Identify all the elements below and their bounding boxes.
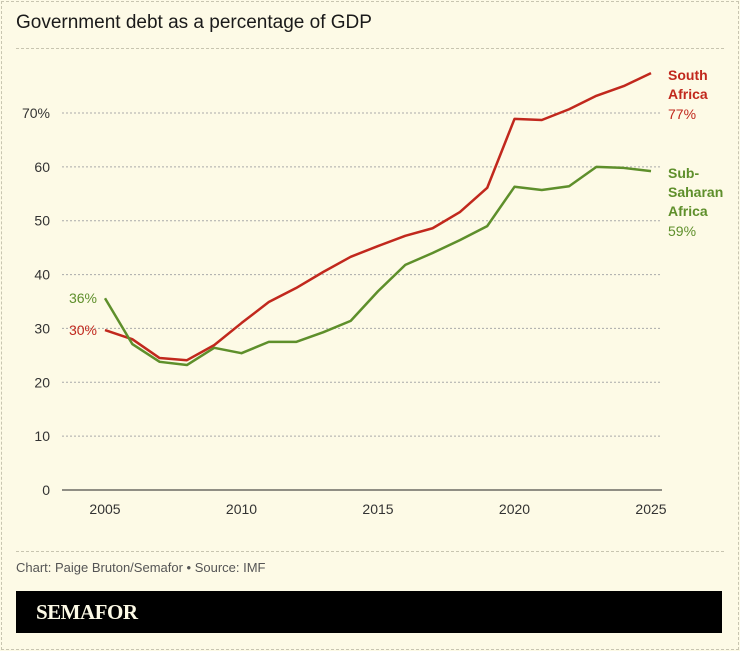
- y-tick-label: 50: [34, 213, 50, 229]
- line-chart: 0 10 20 30 40 50 60 70% 2005 2010 2015 2020 2025 30% S…: [22, 67, 723, 517]
- x-tick-label: 2015: [362, 501, 393, 517]
- series-line-sub-saharan-africa: [103, 165, 652, 367]
- footer-bar: SEMAFOR: [16, 591, 722, 633]
- end-value-label: 59%: [668, 223, 696, 239]
- y-tick-label: 30: [34, 320, 50, 336]
- series-name-label: Africa: [668, 203, 708, 219]
- x-tick-label: 2005: [89, 501, 120, 517]
- source-note: Chart: Paige Bruton/Semafor • Source: IM…: [16, 560, 266, 575]
- y-tick-label: 20: [34, 374, 50, 390]
- x-tick-label: 2010: [226, 501, 257, 517]
- x-tick-label: 2020: [499, 501, 530, 517]
- y-tick-label: 40: [34, 267, 50, 283]
- series-name-label: Sub-: [668, 165, 699, 181]
- y-tick-label: 10: [34, 428, 50, 444]
- y-tick-label: 70%: [22, 105, 50, 121]
- start-value-label: 30%: [69, 322, 97, 338]
- series-name-label: Africa: [668, 86, 708, 102]
- chart-title: Government debt as a percentage of GDP: [16, 12, 372, 33]
- series-name-label: South: [668, 67, 708, 83]
- series-line-south-africa: [104, 72, 652, 362]
- semafor-logo: SEMAFOR: [36, 600, 138, 624]
- series-name-label: Saharan: [668, 184, 723, 200]
- bottom-divider: [16, 551, 724, 552]
- x-tick-label: 2025: [635, 501, 666, 517]
- y-tick-label: 60: [34, 159, 50, 175]
- y-tick-label: 0: [42, 482, 50, 498]
- start-value-label: 36%: [69, 290, 97, 306]
- end-value-label: 77%: [668, 106, 696, 122]
- top-divider: [16, 48, 724, 49]
